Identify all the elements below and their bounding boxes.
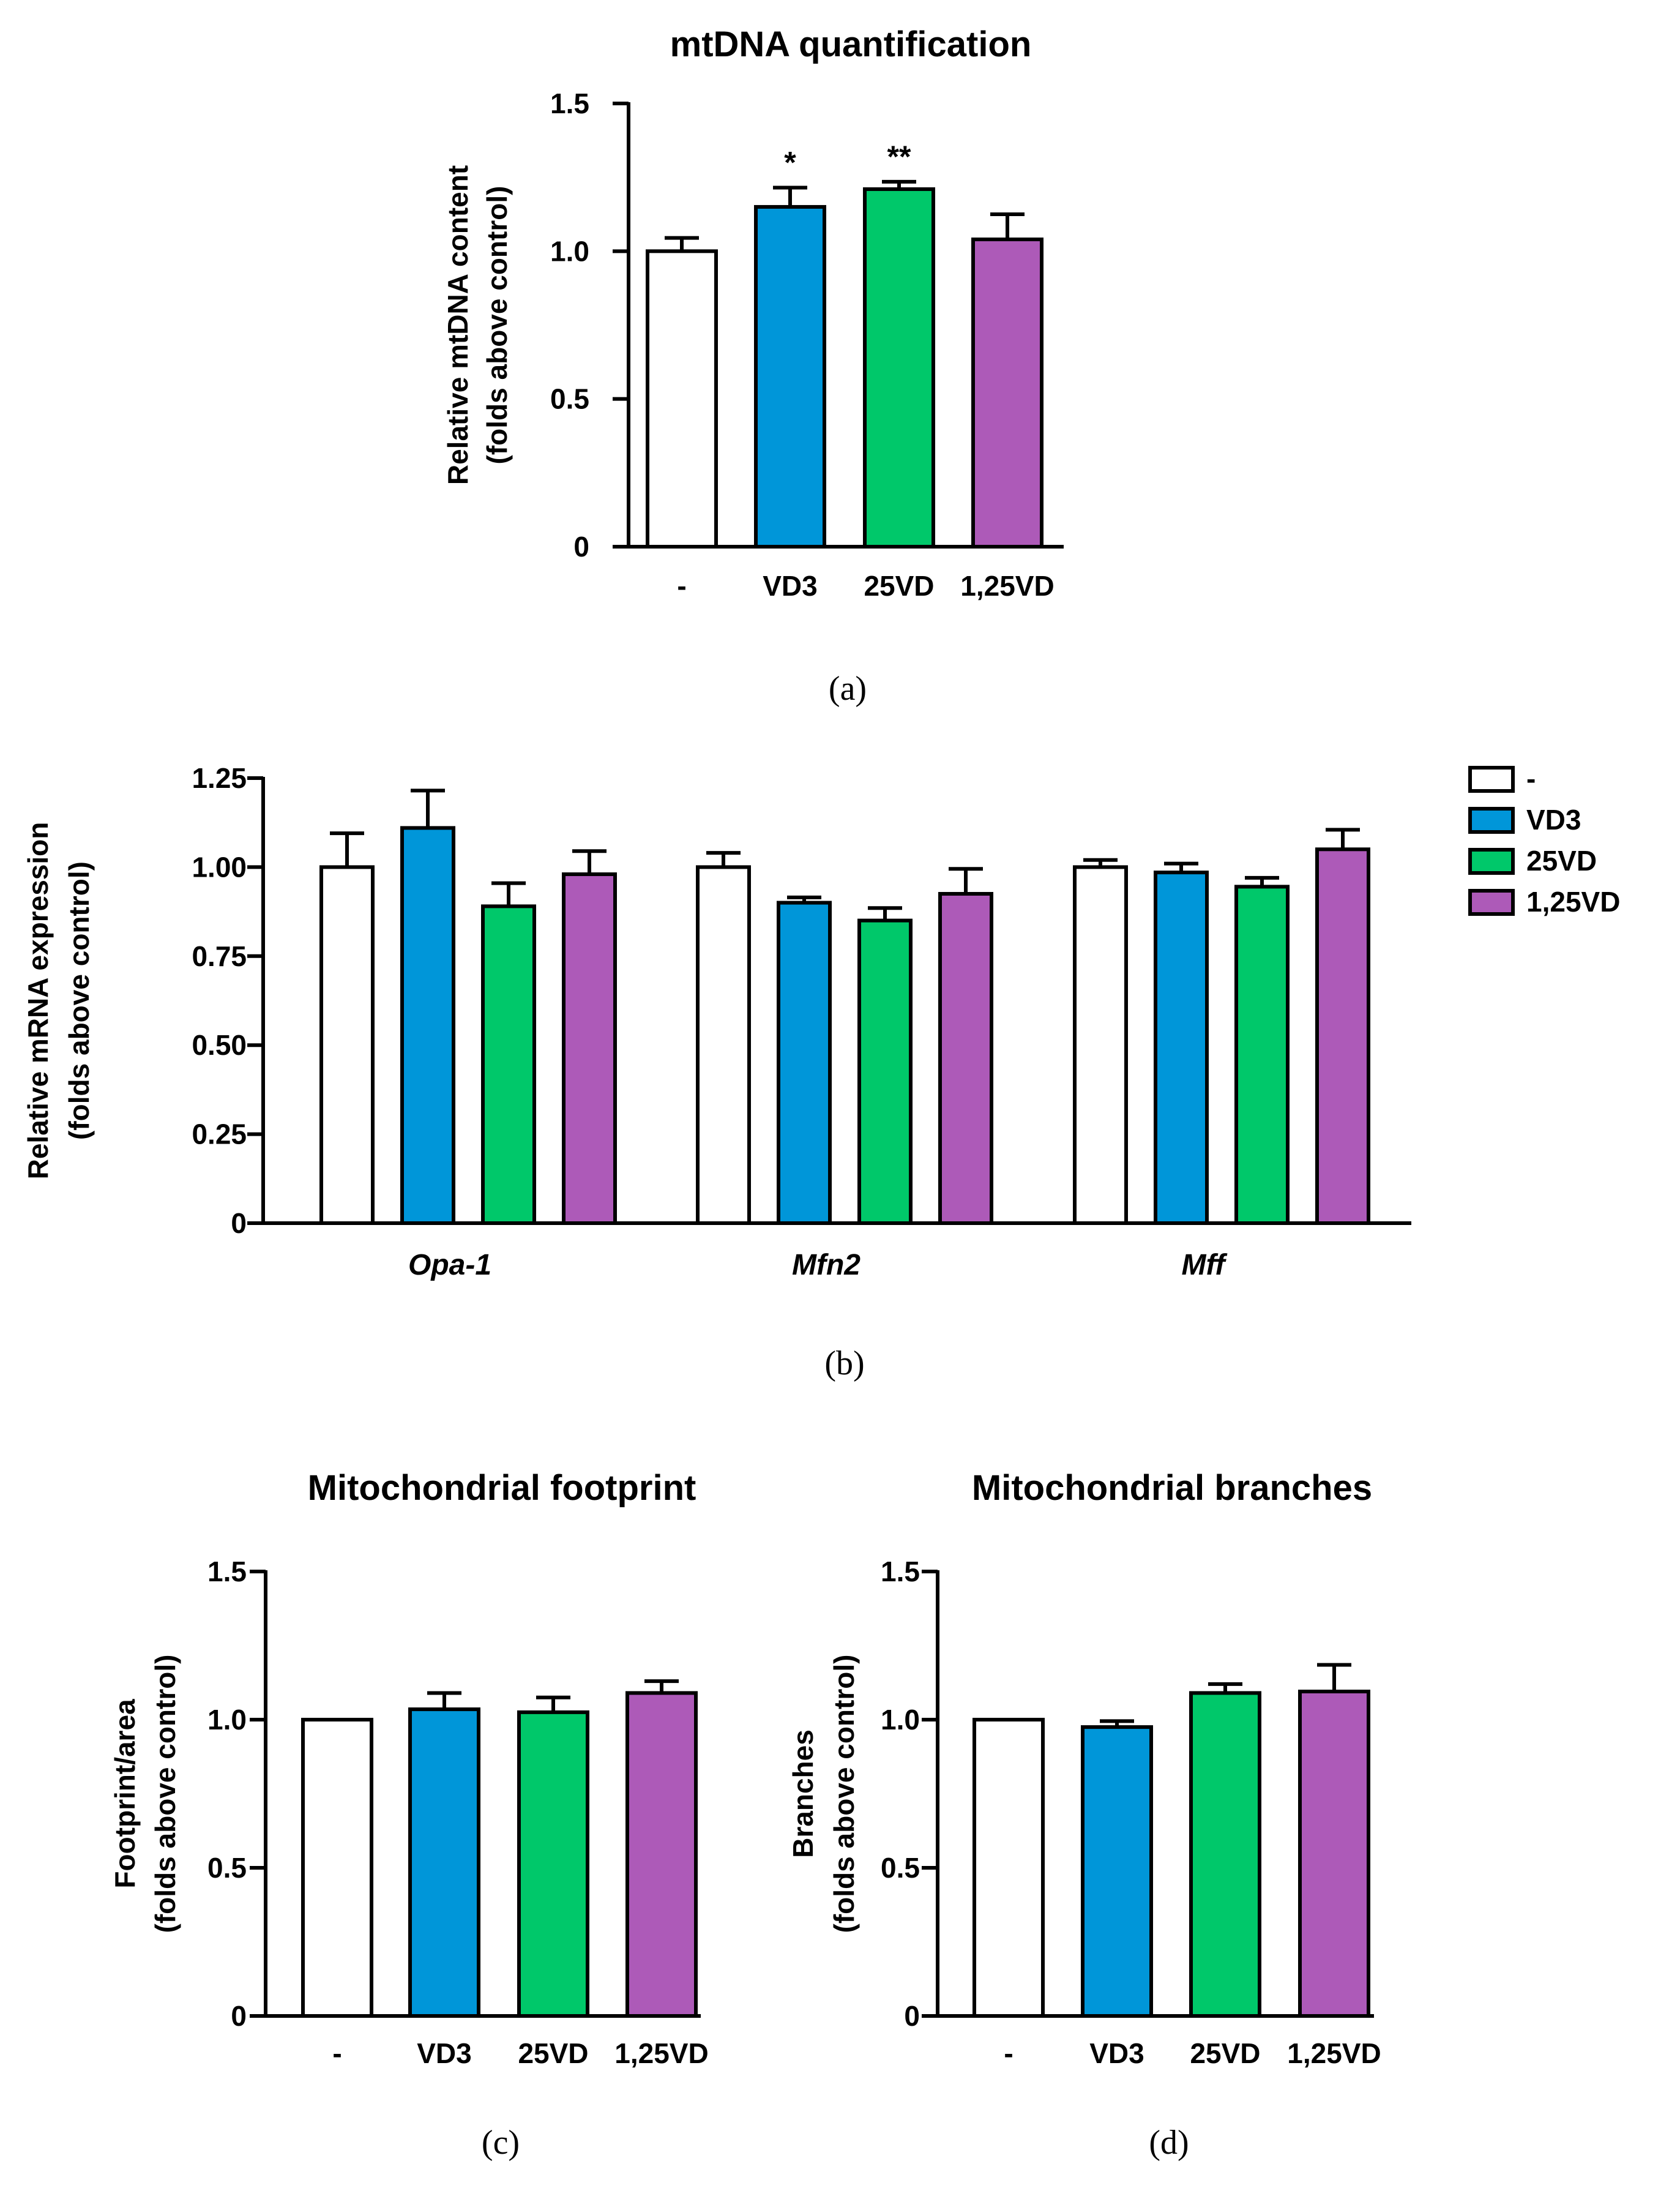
bar-0 <box>646 249 718 549</box>
bar-5 <box>777 901 832 1226</box>
panel-caption: (d) <box>1149 2124 1189 2162</box>
x-group-label: Opa-1 <box>408 1249 491 1281</box>
bar-1 <box>408 1707 480 2018</box>
y-axis-label: Relative mtDNA content <box>442 165 474 485</box>
y-tick-label: 0 <box>904 2000 920 2032</box>
legend: - VD3 25VD 1,25VD <box>1468 763 1620 918</box>
x-tick-label: - <box>332 2037 342 2069</box>
x-tick-label: 25VD <box>518 2037 588 2069</box>
x-tick-label: - <box>677 570 686 602</box>
bar-3 <box>562 872 617 1225</box>
panel-b: 0 0.25 0.50 0.75 1.00 1.25 Relative mRNA expre… <box>22 762 1620 1382</box>
bar-3 <box>1298 1690 1370 2018</box>
legend-swatch <box>1468 766 1515 793</box>
bar-1 <box>400 826 455 1225</box>
x-tick-label: VD3 <box>763 570 817 602</box>
y-axis-label: Relative mRNA expression <box>22 822 54 1180</box>
panel-caption: (b) <box>824 1344 864 1382</box>
x-group-label: Mfn2 <box>792 1249 861 1281</box>
y-axis-label-units: (folds above control) <box>149 1655 181 1933</box>
panel-caption: (a) <box>829 670 867 708</box>
bar-8 <box>1073 865 1128 1225</box>
panel-a: 0 0.5 1.0 1.5 Relative mtDNA content (folds a… <box>442 24 1064 708</box>
x-tick-label: VD3 <box>417 2037 471 2069</box>
legend-label: VD3 <box>1526 804 1581 836</box>
y-tick-label: 0 <box>231 2000 247 2032</box>
chart-title: Mitochondrial branches <box>972 1468 1372 1508</box>
y-tick-label: 1.00 <box>192 851 247 883</box>
y-tick-label: 0 <box>231 1207 247 1239</box>
legend-swatch <box>1468 807 1515 834</box>
significance-marker: ** <box>887 140 911 174</box>
y-axis-label: Branches <box>787 1729 819 1858</box>
bar-2 <box>863 187 935 549</box>
bar-6 <box>857 918 913 1225</box>
y-axis-label-units: (folds above control) <box>828 1655 860 1933</box>
y-tick-label: 1.5 <box>550 88 589 119</box>
y-axis-label-units: (folds above control) <box>481 186 513 465</box>
y-tick-label: 0.5 <box>881 1852 920 1884</box>
y-tick-label: 1.0 <box>550 235 589 267</box>
x-group-label: Mff <box>1181 1249 1227 1281</box>
bar-2 <box>1189 1691 1261 2018</box>
y-tick-label: 1.0 <box>207 1704 247 1736</box>
chart-title: mtDNA quantification <box>670 24 1032 64</box>
legend-label: 1,25VD <box>1526 886 1620 918</box>
y-axis-label: Footprint/area <box>109 1699 141 1889</box>
bar-0 <box>319 865 375 1225</box>
legend-swatch <box>1468 848 1515 875</box>
bar-0 <box>301 1718 373 2018</box>
x-tick-label: 1,25VD <box>1287 2037 1381 2069</box>
y-tick-label: 1.0 <box>881 1704 920 1736</box>
y-tick-label: 1.5 <box>881 1556 920 1587</box>
x-tick-label: 25VD <box>1190 2037 1260 2069</box>
y-tick-label: 0.5 <box>550 383 589 415</box>
legend-label: - <box>1526 763 1536 795</box>
panel-caption: (c) <box>482 2124 520 2162</box>
bar-9 <box>1154 871 1209 1225</box>
x-tick-label: 1,25VD <box>614 2037 708 2069</box>
y-tick-label: 0.50 <box>192 1029 247 1061</box>
bar-4 <box>696 865 751 1225</box>
bar-7 <box>938 892 993 1225</box>
significance-marker: * <box>784 146 796 180</box>
bar-10 <box>1234 885 1290 1225</box>
bar-3 <box>971 238 1043 549</box>
bar-2 <box>481 904 536 1225</box>
x-tick-label: - <box>1004 2037 1013 2069</box>
y-tick-label: 1.25 <box>192 762 247 794</box>
bar-1 <box>754 204 826 549</box>
y-tick-label: 0.75 <box>192 940 247 972</box>
bar-3 <box>625 1691 698 2018</box>
bar-11 <box>1315 847 1370 1225</box>
legend-swatch <box>1468 889 1515 916</box>
chart-title: Mitochondrial footprint <box>308 1468 696 1508</box>
y-axis-label-units: (folds above control) <box>63 861 95 1140</box>
y-tick-label: 1.5 <box>207 1556 247 1587</box>
bar-0 <box>973 1718 1045 2018</box>
x-tick-label: 25VD <box>864 570 934 602</box>
legend-label: 25VD <box>1526 845 1597 877</box>
y-tick-label: 0.25 <box>192 1118 247 1150</box>
y-tick-label: 0 <box>573 531 589 563</box>
x-tick-label: VD3 <box>1089 2037 1144 2069</box>
y-tick-label: 0.5 <box>207 1852 247 1884</box>
x-tick-label: 1,25VD <box>960 570 1054 602</box>
bar-1 <box>1081 1725 1153 2018</box>
panel-d: 0 0.5 1.0 1.5 Branches (folds above control) M… <box>787 1468 1381 2162</box>
panel-c: 0 0.5 1.0 1.5 Footprint/area (folds above con… <box>109 1468 709 2162</box>
bar-2 <box>517 1710 589 2018</box>
